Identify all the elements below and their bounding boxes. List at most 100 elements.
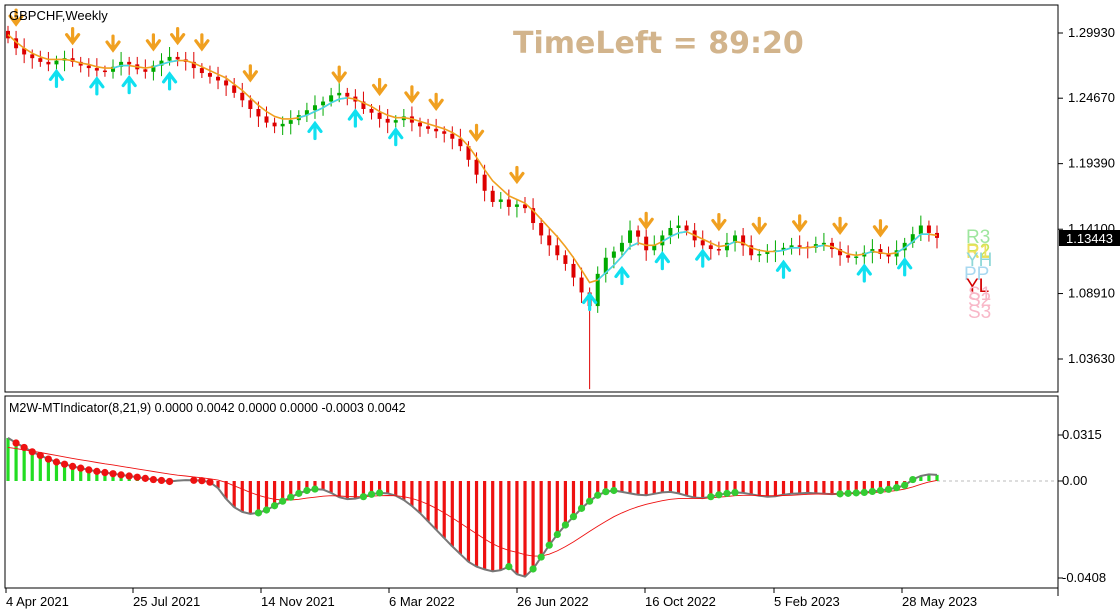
green-dot [545,541,553,549]
candle-body [579,277,584,293]
up-arrow-icon [695,248,711,268]
histogram-bar [329,481,333,493]
candle-body [264,116,269,123]
histogram-bar [272,481,277,506]
histogram-bar [87,469,91,481]
candle-body [175,56,180,60]
candle-body [595,273,600,307]
pivot-label-pp: PP [964,264,989,285]
histogram-bar [321,481,325,490]
red-dot [93,467,101,475]
ma-line-up-segment [912,233,922,243]
down-arrow-icon [792,214,808,233]
histogram-bar [749,481,753,495]
candle-body [46,61,51,65]
red-dot [69,462,77,470]
price-axis-label: 1.29930 [1068,25,1115,40]
histogram-bar [305,481,309,491]
price-axis-label: 1.24670 [1068,90,1115,105]
histogram-bar [636,481,640,495]
histogram-bar [507,481,511,567]
candle-body [417,122,422,127]
price-axis-label: 1.19390 [1068,156,1115,171]
candle-body [789,245,794,248]
histogram-bar [111,473,115,481]
price-axis-label: 1.08910 [1068,286,1115,301]
histogram-bar [684,481,689,496]
candle-body [636,230,641,237]
candle-body [660,235,665,246]
ma-line-up-segment [783,247,792,252]
candle-body [781,247,786,251]
histogram-bar [6,437,10,481]
red-dot [36,451,44,460]
ma-line-up-segment [306,110,316,116]
green-dot [367,490,376,498]
down-arrow-icon [372,77,388,97]
price-axis-label: 1.03630 [1068,351,1115,366]
histogram-bar [79,468,83,481]
green-dot [723,489,731,497]
candle-body [191,61,196,69]
histogram-bar [30,451,34,481]
histogram-bar [281,481,285,502]
histogram-bar [644,481,648,496]
histogram-bar [14,443,18,481]
candle-body [611,251,616,258]
ma-line-up-segment [153,63,162,68]
candle-body [797,245,802,247]
candle-body [207,73,212,77]
time-axis-label: 5 Feb 2023 [774,594,840,609]
up-arrow-icon [654,250,670,271]
candle-body [918,225,923,235]
time-axis-label: 26 Jun 2022 [517,594,589,609]
time-axis-label: 28 May 2023 [902,594,977,609]
histogram-bar [709,481,713,497]
up-arrow-icon [89,76,105,96]
candle-body [54,60,59,65]
candle-body [490,190,495,202]
candle-body [547,235,552,246]
candle-body [280,123,285,127]
histogram-bar [806,481,810,493]
green-dot [254,509,263,517]
histogram-bar [426,481,430,522]
red-dot [206,478,214,486]
axis-layer: 1.299301.246701.193901.141001.089101.036… [5,25,1115,609]
histogram-bar [612,481,616,491]
histogram-bar [862,481,866,493]
up-arrow-icon [121,74,137,95]
green-dot [311,485,319,493]
main-price-layer [6,8,939,390]
green-dot [295,489,303,497]
red-dot [149,475,158,484]
histogram-bar [434,481,438,530]
candle-body [741,235,746,246]
histogram-bar [499,481,503,571]
up-arrow-icon [582,291,598,312]
up-arrow-icon [388,126,404,147]
down-arrow-icon [170,27,186,46]
red-dot [141,474,149,482]
histogram-bar [693,481,697,498]
green-dot [359,493,368,501]
histogram-bar [353,481,357,499]
red-dot [109,470,117,478]
pivot-label-s2: S2 [968,290,991,311]
candle-body [652,245,657,251]
candle-body [757,254,762,256]
candle-body [555,245,560,256]
candle-body [765,251,770,255]
ma-line-up-segment [161,61,170,66]
histogram-bar [523,481,527,577]
candle-body [498,199,503,202]
candle-body [878,249,883,255]
histogram-bar [935,474,939,481]
down-arrow-icon [194,33,210,52]
red-dot [77,464,85,472]
signal-line [7,446,938,557]
histogram-bar [232,481,236,508]
histogram-bar [789,481,794,494]
histogram-bar [474,481,479,567]
